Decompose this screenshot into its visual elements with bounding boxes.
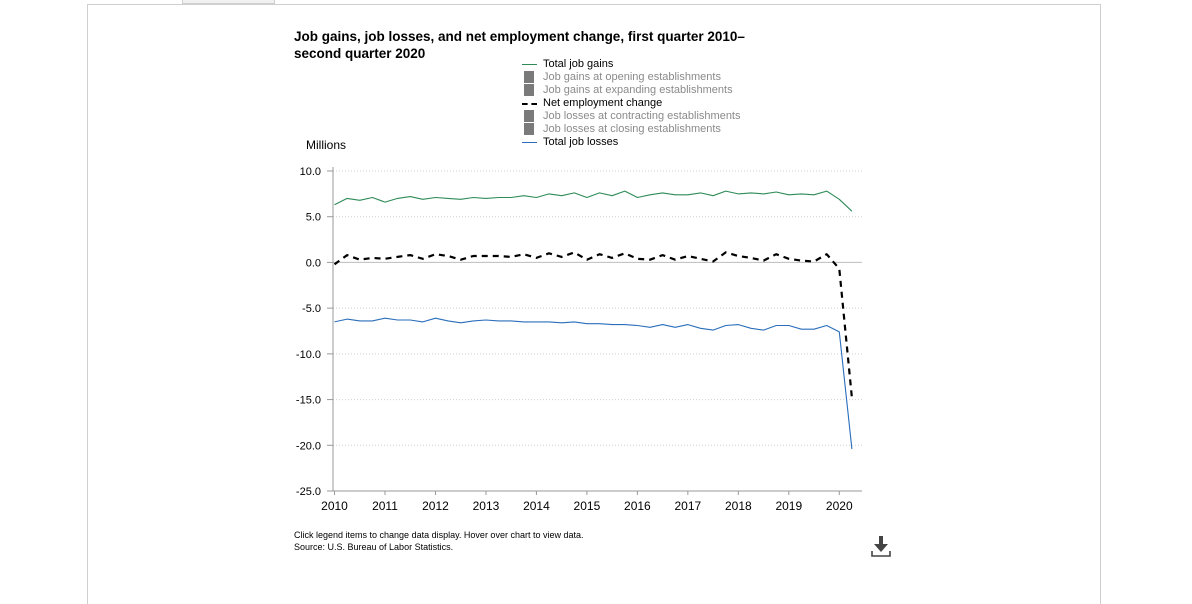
y-tick-label: -10.0 [296, 349, 321, 361]
x-tick-label: 2019 [775, 499, 802, 513]
legend-swatch-line [522, 58, 537, 71]
footnote-instructions: Click legend items to change data displa… [294, 530, 584, 540]
x-tick-label: 2017 [675, 499, 702, 513]
chart-title: Job gains, job losses, and net employmen… [294, 29, 745, 61]
legend-item-gains-opening[interactable]: Job gains at opening establishments [522, 71, 822, 84]
y-tick-label: -5.0 [302, 303, 321, 315]
legend-label: Job gains at opening establishments [543, 71, 721, 83]
legend-label: Job losses at contracting establishments [543, 110, 741, 122]
legend-item-gains-expanding[interactable]: Job gains at expanding establishments [522, 84, 822, 97]
x-tick-label: 2016 [624, 499, 651, 513]
y-tick-label: -15.0 [296, 395, 321, 407]
download-icon[interactable] [870, 534, 892, 558]
legend-item-total-job-losses[interactable]: Total job losses [522, 136, 822, 149]
legend-item-total-job-gains[interactable]: Total job gains [522, 58, 822, 71]
legend-label: Net employment change [543, 97, 663, 109]
legend-label: Total job gains [543, 58, 614, 70]
y-tick-label: 10.0 [300, 166, 321, 178]
chart-legend: Total job gains Job gains at opening est… [522, 58, 822, 149]
x-tick-label: 2014 [523, 499, 550, 513]
x-tick-label: 2011 [372, 499, 398, 513]
legend-item-losses-closing[interactable]: Job losses at closing establishments [522, 123, 822, 136]
y-axis-label: Millions [306, 138, 347, 152]
legend-label: Job losses at closing establishments [543, 123, 721, 135]
tab-stub[interactable] [182, 0, 275, 4]
legend-label: Job gains at expanding establishments [543, 84, 733, 96]
x-tick-label: 2018 [725, 499, 752, 513]
series-line-3[interactable] [333, 251, 853, 398]
legend-swatch-box [522, 110, 537, 123]
y-tick-label: -25.0 [296, 486, 321, 498]
legend-swatch-box [522, 123, 537, 136]
legend-swatch-line [522, 136, 537, 149]
x-tick-label: 2020 [826, 499, 853, 513]
y-tick-label: -20.0 [296, 440, 321, 452]
legend-swatch-box [522, 71, 537, 84]
legend-item-losses-contracting[interactable]: Job losses at contracting establishments [522, 110, 822, 123]
y-tick-label: 5.0 [306, 212, 321, 224]
chart-footnote: Click legend items to change data displa… [294, 529, 583, 553]
x-tick-label: 2015 [574, 499, 601, 513]
series-line-0[interactable] [334, 190, 853, 212]
x-tick-label: 2013 [473, 499, 500, 513]
footnote-source: Source: U.S. Bureau of Labor Statistics. [294, 542, 454, 552]
legend-swatch-dash [522, 97, 537, 110]
x-tick-label: 2012 [422, 499, 449, 513]
legend-label: Total job losses [543, 136, 619, 148]
legend-item-net-change[interactable]: Net employment change [522, 97, 822, 110]
series-line-6[interactable] [334, 317, 853, 449]
y-tick-label: 0.0 [306, 257, 321, 269]
x-tick-label: 2010 [321, 499, 348, 513]
chart-panel [87, 4, 1101, 604]
legend-swatch-box [522, 84, 537, 97]
